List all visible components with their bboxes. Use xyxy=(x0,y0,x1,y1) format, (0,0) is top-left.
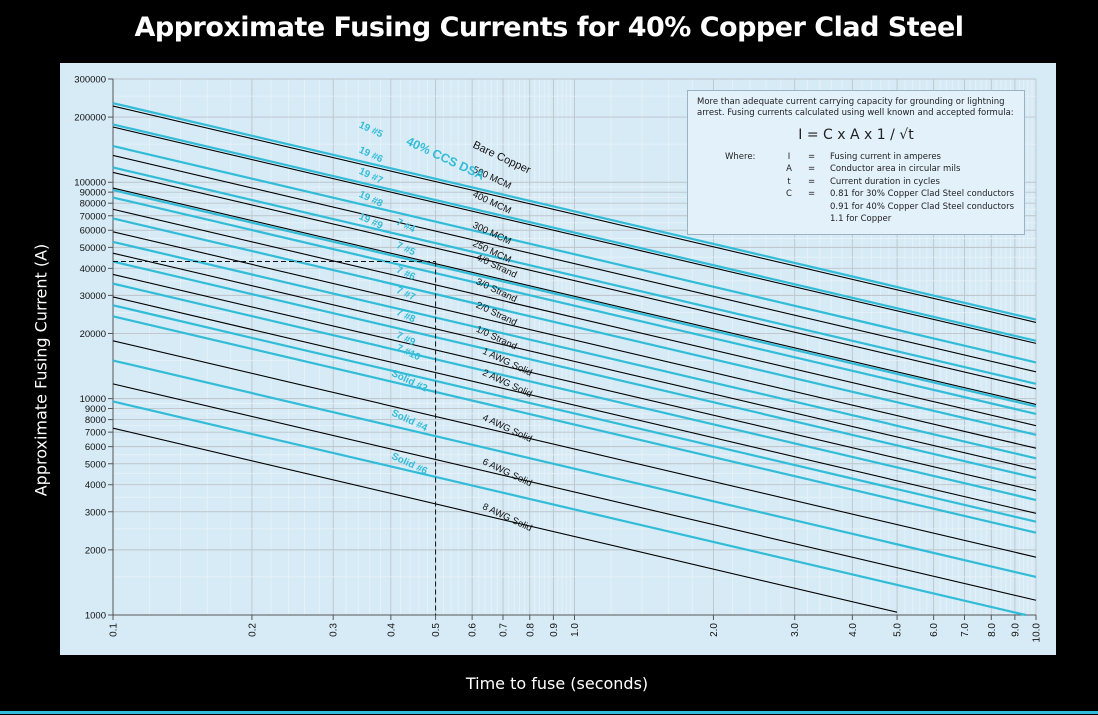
formula-equals: = xyxy=(808,152,816,162)
y-tick-label: 70000 xyxy=(80,211,106,222)
formula-description: Fusing current in amperes xyxy=(830,152,941,162)
x-tick-label: 0.6 xyxy=(468,623,479,637)
series-line-4-awg-solid xyxy=(112,340,1037,558)
formula-description: 0.91 for 40% Copper Clad Steel conductor… xyxy=(830,201,1014,212)
series-line-500-mcm xyxy=(112,105,1037,323)
formula-equals: = xyxy=(808,176,816,187)
y-tick-label: 2000 xyxy=(85,545,106,556)
formula-description: 0.81 for 30% Copper Clad Steel conductor… xyxy=(830,189,1014,200)
x-tick-label: 0.4 xyxy=(386,623,397,637)
x-tick-label: 5.0 xyxy=(893,623,904,637)
series-line-7-7 xyxy=(112,260,1037,480)
series-line-19-9 xyxy=(112,189,1037,408)
x-tick-label: 8.0 xyxy=(987,623,998,637)
x-tick-label: 0.7 xyxy=(499,623,510,637)
series-line-7-4 xyxy=(112,196,1037,415)
x-tick-label: 7.0 xyxy=(960,623,971,637)
x-tick-label: 1.0 xyxy=(570,623,581,637)
bottom-accent-line xyxy=(0,711,1098,714)
series-line-400-mcm xyxy=(112,126,1037,344)
x-tick-label: 10.0 xyxy=(1032,623,1043,643)
y-tick-label: 300000 xyxy=(74,75,106,86)
y-tick-label: 90000 xyxy=(80,188,106,199)
y-tick-label: 200000 xyxy=(74,113,106,124)
y-tick-label: 8000 xyxy=(85,415,106,426)
series-line-19-8 xyxy=(112,166,1037,385)
formula-description: Current duration in cycles xyxy=(830,176,940,187)
formula-where-label: Where: xyxy=(725,152,756,162)
series-line-250-mcm xyxy=(112,171,1037,390)
series-line-solid-4 xyxy=(112,400,1026,617)
y-tick-label: 3000 xyxy=(85,507,106,518)
x-tick-label: 9.0 xyxy=(1010,623,1021,637)
y-tick-label: 40000 xyxy=(80,264,106,275)
series-line-7-9 xyxy=(112,304,1037,523)
x-tick-label: 4.0 xyxy=(848,623,859,637)
series-line-1-0-strand xyxy=(112,252,1037,471)
y-tick-label: 20000 xyxy=(80,329,106,340)
x-tick-label: 0.1 xyxy=(109,623,120,637)
y-tick-label: 80000 xyxy=(80,199,106,210)
series-lines xyxy=(112,102,1037,617)
x-tick-label: 2.0 xyxy=(709,623,720,637)
series-line-1-awg-solid xyxy=(112,273,1037,492)
x-tick-label: 0.2 xyxy=(247,623,258,637)
series-line-3-0-strand xyxy=(112,208,1037,427)
series-line-4-0-strand xyxy=(112,187,1037,405)
series-line-8-awg-solid xyxy=(112,427,898,613)
series-line-7-10 xyxy=(112,315,1037,534)
series-line-19-5 xyxy=(112,102,1037,321)
y-axis-label: Approximate Fusing Current (A) xyxy=(31,243,51,497)
y-tick-label: 30000 xyxy=(80,291,106,302)
series-line-7-6 xyxy=(112,240,1037,460)
series-line-7-8 xyxy=(112,282,1037,502)
y-tick-label: 5000 xyxy=(85,459,106,470)
series-line-6-awg-solid xyxy=(112,383,1037,601)
series-line-solid-2 xyxy=(112,359,1037,578)
x-tick-label: 0.3 xyxy=(329,623,340,637)
series-line-2-0-strand xyxy=(112,231,1037,449)
y-tick-label: 6000 xyxy=(85,442,106,453)
y-tick-label: 9000 xyxy=(85,404,106,415)
formula-equals: = xyxy=(808,164,816,175)
series-line-19-6 xyxy=(112,123,1037,342)
formula-description: Conductor area in circular mils xyxy=(830,164,961,175)
formula-intro: More than adequate current carrying capa… xyxy=(697,97,1014,118)
y-tick-label: 4000 xyxy=(85,480,106,491)
formula-symbol: C xyxy=(786,189,792,200)
series-line-300-mcm xyxy=(112,154,1037,373)
formula-description: 1.1 for Copper xyxy=(830,214,892,224)
fusing-formula: I = C x A x 1 / √t xyxy=(798,127,914,143)
formula-box: More than adequate current carrying capa… xyxy=(687,90,1025,235)
x-tick-label: 0.9 xyxy=(549,623,560,637)
chart-title: Approximate Fusing Currents for 40% Copp… xyxy=(134,12,964,43)
x-tick-label: 0.5 xyxy=(431,623,442,637)
formula-symbol: t xyxy=(787,176,791,187)
formula-equals: = xyxy=(808,189,816,200)
y-tick-label: 60000 xyxy=(80,226,106,237)
y-tick-label: 100000 xyxy=(74,178,106,189)
series-line-2-awg-solid xyxy=(112,296,1037,514)
y-tick-label: 7000 xyxy=(85,428,106,439)
x-axis-label: Time to fuse (seconds) xyxy=(465,674,649,693)
series-line-7-5 xyxy=(112,217,1037,436)
x-tick-label: 3.0 xyxy=(790,623,801,637)
x-tick-label: 0.8 xyxy=(525,623,536,637)
y-tick-label: 50000 xyxy=(80,243,106,254)
y-tick-label: 1000 xyxy=(85,611,106,622)
y-tick-label: 10000 xyxy=(80,394,106,405)
series-line-19-7 xyxy=(112,144,1037,364)
x-tick-label: 6.0 xyxy=(929,623,940,637)
formula-symbol: A xyxy=(786,164,792,175)
formula-symbol: I xyxy=(787,152,791,162)
